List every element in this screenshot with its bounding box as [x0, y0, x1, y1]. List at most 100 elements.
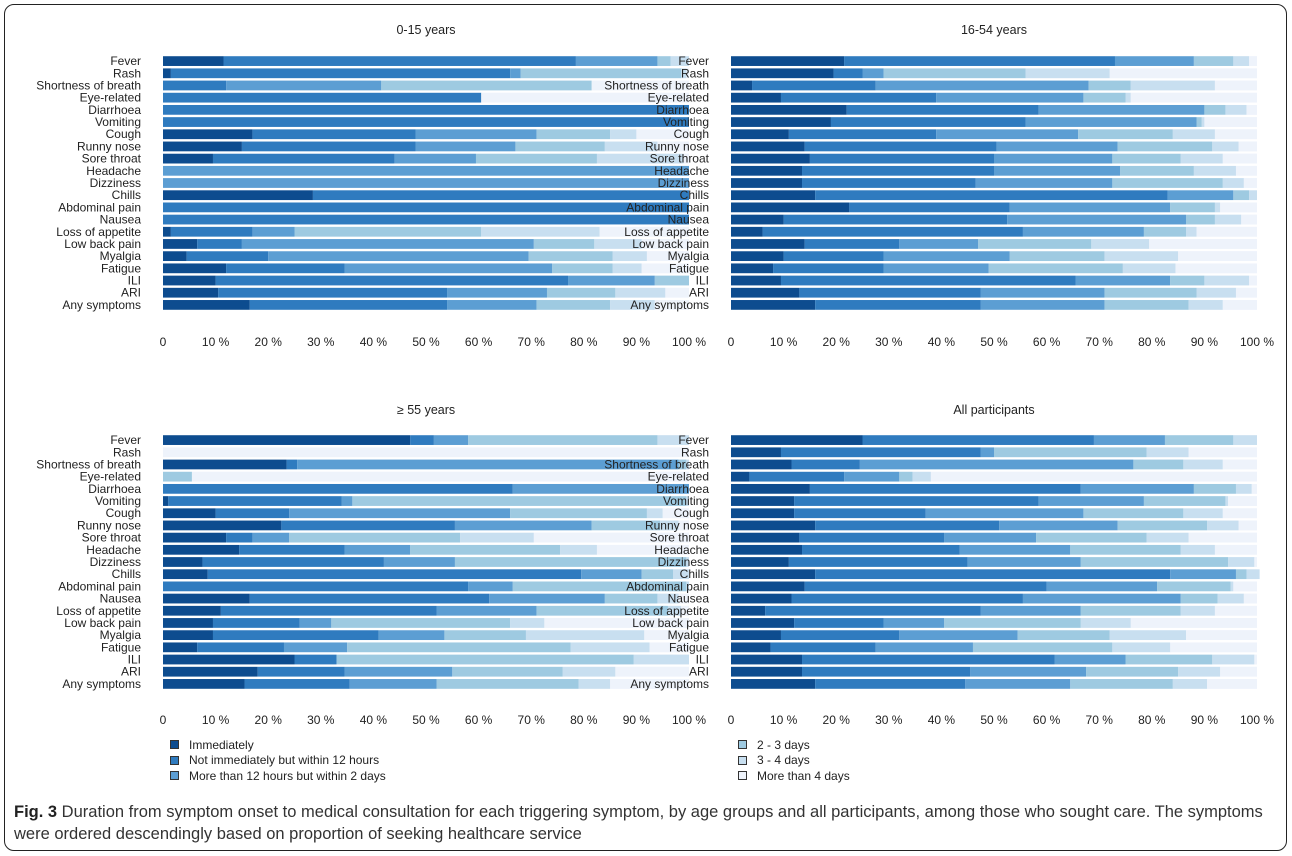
bar-segment [994, 165, 1121, 176]
bar-segment [1170, 569, 1236, 580]
bar-segment [163, 471, 192, 482]
bar-segment [731, 618, 795, 628]
bar-segment [394, 153, 476, 164]
bar-segment [294, 226, 482, 237]
bar-segment [1083, 92, 1126, 103]
bar-segment [1075, 275, 1171, 286]
bar-segment [731, 141, 805, 152]
bar-segment [1104, 287, 1197, 298]
bar-segment [163, 117, 689, 127]
bar-segment [241, 239, 534, 249]
category-label: Shortness of breath [36, 78, 141, 92]
category-label: Myalgia [668, 628, 710, 642]
bar-segment [731, 642, 771, 653]
bar-segment [802, 178, 976, 188]
bar-segment [197, 239, 242, 249]
bar-segment [163, 141, 242, 152]
bar-segment [460, 532, 534, 543]
bar-segment [1009, 202, 1171, 213]
legend-left: Immediately Not immediately but within 12… [170, 737, 386, 784]
bar-segment [1022, 593, 1181, 604]
bar-segment [731, 129, 789, 140]
category-label: ARI [689, 665, 709, 679]
bar-segment [1233, 190, 1250, 201]
x-tick-label: 60 % [465, 713, 493, 727]
x-tick-label: 10 % [202, 335, 230, 349]
bar-segment [762, 226, 1023, 237]
category-label: Chills [112, 567, 141, 581]
bar-segment [436, 679, 579, 689]
x-tick-label: 0 [160, 713, 167, 727]
legend-label: More than 12 hours but within 2 days [189, 768, 386, 783]
bar-segment [686, 581, 689, 592]
bar-segment [683, 153, 689, 164]
legend-item: 3 - 4 days [738, 753, 850, 769]
bar-segment [912, 471, 931, 482]
bar-segment [994, 153, 1113, 164]
bar-segment [641, 239, 689, 249]
category-label: Dizziness [90, 555, 141, 569]
bar-segment [1038, 496, 1144, 506]
category-label: Runny nose [645, 518, 709, 532]
bar-segment [163, 508, 216, 519]
category-label: Myalgia [668, 249, 710, 263]
bar-segment [802, 666, 971, 677]
bar-segment [528, 251, 613, 262]
bar-segment [678, 459, 687, 470]
x-tick-label: 70 % [1086, 713, 1114, 727]
bar-segment [731, 435, 863, 445]
category-label: Any symptoms [630, 677, 709, 691]
category-label: Fatigue [101, 640, 141, 654]
category-label: Dizziness [90, 176, 141, 190]
bar-segment [170, 68, 511, 79]
category-label: ARI [121, 665, 141, 679]
bar-segment [604, 141, 658, 152]
category-label: Diarrhoea [88, 482, 141, 496]
bar-segment [344, 544, 411, 555]
bar-segment [899, 630, 1018, 641]
x-tick-label: 40 % [928, 335, 956, 349]
bar-segment [662, 508, 689, 519]
bar-segment [1193, 56, 1234, 66]
bar-segment [544, 618, 689, 628]
bar-segment [731, 202, 850, 213]
bar-segment [212, 153, 395, 164]
bar-segment [1070, 544, 1181, 555]
bar-segment [1188, 532, 1257, 543]
bar-segment [1193, 483, 1236, 494]
category-label: Dizziness [658, 555, 709, 569]
bar-segment [802, 654, 1055, 665]
bar-segment [612, 251, 647, 262]
bar-segment [581, 569, 642, 580]
category-label: Vomiting [663, 115, 709, 129]
x-tick-label: 80 % [570, 335, 598, 349]
bar-segment [1080, 557, 1229, 567]
bar-segment [731, 226, 763, 237]
bar-segment [447, 300, 537, 310]
x-tick-label: 10 % [202, 713, 230, 727]
bar-segment [965, 679, 1071, 689]
bar-segment [1080, 618, 1131, 628]
bar-segment [163, 92, 482, 103]
bar-segment [1228, 496, 1257, 506]
bar-segment [1130, 80, 1215, 91]
bar-segment [1193, 165, 1236, 176]
bar-segment [1086, 666, 1179, 677]
category-label: Vomiting [663, 494, 709, 508]
bar-segment [731, 68, 834, 79]
bar-segment [783, 214, 1008, 225]
bar-segment [862, 68, 884, 79]
x-tick-label: 50 % [412, 335, 440, 349]
bar-segment [999, 520, 1118, 531]
bar-segment [731, 251, 784, 262]
bar-segment [804, 141, 997, 152]
bar-segment [447, 287, 547, 298]
category-label: Loss of appetite [56, 225, 141, 239]
bar-segment [665, 287, 687, 298]
bar-segment [1164, 435, 1234, 445]
bar-segment [289, 532, 461, 543]
bar-segment [220, 605, 437, 616]
bar-segment [809, 153, 994, 164]
bar-segment [1180, 605, 1215, 616]
bar-segment [410, 544, 561, 555]
